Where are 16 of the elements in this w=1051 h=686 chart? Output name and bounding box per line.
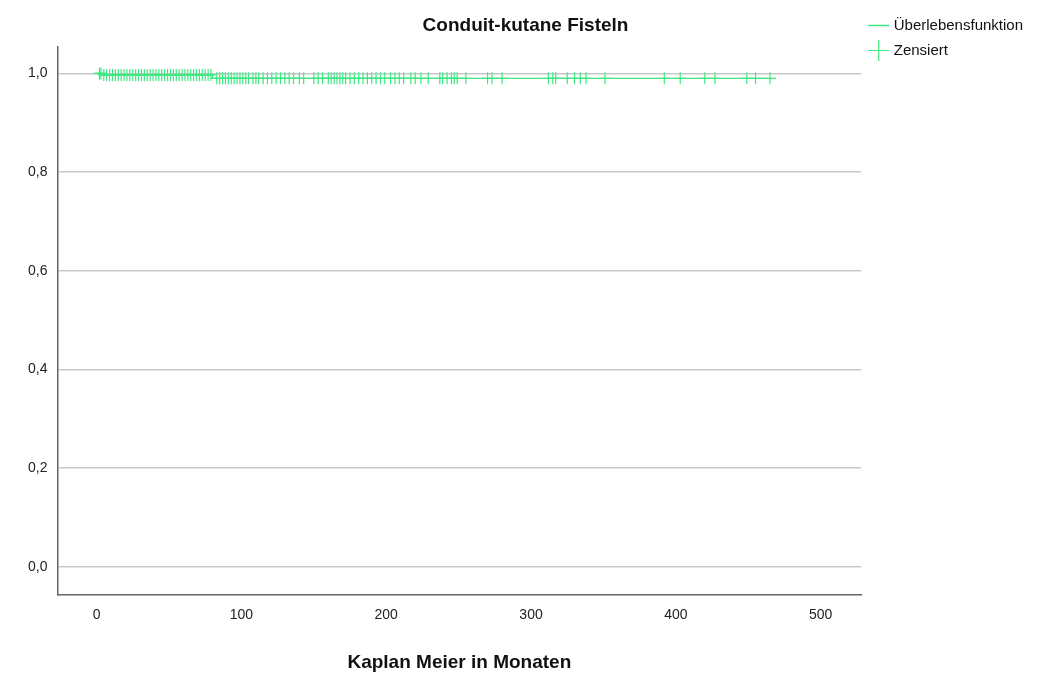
x-tick-label: 400 (664, 605, 688, 622)
y-tick-label: 0,2 (27, 458, 48, 475)
x-tick-label: 500 (809, 605, 833, 622)
x-axis-title: Kaplan Meier in Monaten (347, 650, 572, 672)
y-tick-label: 0,6 (27, 261, 48, 278)
x-tick-label: 300 (519, 605, 543, 622)
y-tick-label: 0,8 (27, 162, 48, 179)
legend-label: Zensiert (893, 40, 949, 58)
y-tick-label: 0,0 (27, 557, 48, 574)
legend-label: Überlebensfunktion (893, 15, 1024, 33)
x-tick-label: 0 (92, 605, 101, 622)
y-tick-label: 1,0 (27, 64, 48, 81)
y-tick-label: 0,4 (27, 360, 48, 377)
chart-title: Conduit-kutane Fisteln (422, 13, 629, 35)
x-tick-label: 100 (229, 605, 254, 622)
x-tick-label: 200 (374, 605, 399, 622)
